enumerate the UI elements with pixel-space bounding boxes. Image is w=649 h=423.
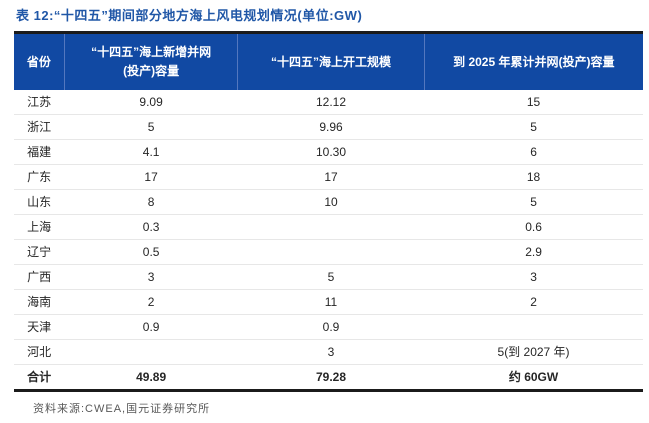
column-header-cumulative-2025: 到 2025 年累计并网(投产)容量 [423, 32, 643, 90]
value-cell: 2 [64, 289, 238, 315]
offshore-wind-table: 省份 “十四五”海上新增并网 (投产)容量 “十四五”海上开工规模 到 2025… [14, 31, 643, 392]
table-row: 河北 3 5(到 2027 年) [14, 339, 643, 365]
value-cell: 10.30 [237, 139, 425, 165]
province-cell: 山东 [14, 189, 65, 215]
value-cell: 3 [64, 264, 238, 290]
value-cell: 18 [424, 164, 643, 190]
table-row: 广东 17 17 18 [14, 164, 643, 190]
table-title: 表 12:“十四五”期间部分地方海上风电规划情况(单位:GW) [16, 8, 363, 23]
value-cell: 5 [424, 189, 643, 215]
table-row: 辽宁 0.5 2.9 [14, 239, 643, 265]
column-header-province: 省份 [14, 32, 65, 90]
value-cell: 5 [424, 114, 643, 140]
value-cell: 0.9 [64, 314, 238, 340]
value-cell: 79.28 [315, 370, 346, 384]
column-header-new-grid-capacity: “十四五”海上新增并网 (投产)容量 [63, 32, 238, 90]
table-row: 上海 0.3 0.6 [14, 214, 643, 240]
value-cell: 8 [64, 189, 238, 215]
value-cell: 0.6 [424, 214, 643, 240]
total-row: 合计 49.89 79.28 约 60GW [14, 365, 643, 391]
province-cell: 天津 [14, 314, 65, 340]
province-cell: 浙江 [14, 114, 65, 140]
value-cell [64, 339, 238, 365]
province-cell: 广东 [14, 164, 65, 190]
value-cell: 5 [64, 114, 238, 140]
column-header-construction-scale: “十四五”海上开工规模 [237, 32, 425, 90]
table-row: 江苏 9.09 12.12 15 [14, 90, 643, 115]
value-cell: 0.9 [237, 314, 425, 340]
value-cell: 6 [424, 139, 643, 165]
table-row: 海南 2 11 2 [14, 289, 643, 315]
value-cell: 9.09 [64, 90, 238, 115]
value-cell: 10 [237, 189, 425, 215]
value-cell: 约 60GW [508, 370, 559, 384]
value-cell: 4.1 [64, 139, 238, 165]
value-cell: 5 [237, 264, 425, 290]
value-cell: 17 [64, 164, 238, 190]
value-cell: 2 [424, 289, 643, 315]
province-cell: 江苏 [14, 90, 65, 115]
value-cell: 49.89 [136, 370, 167, 384]
header-row: 省份 “十四五”海上新增并网 (投产)容量 “十四五”海上开工规模 到 2025… [14, 32, 643, 90]
table-row: 广西 3 5 3 [14, 264, 643, 290]
value-cell: 5(到 2027 年) [424, 339, 643, 365]
value-cell: 11 [237, 289, 425, 315]
province-cell: 合计 [27, 370, 52, 384]
table-row: 浙江 5 9.96 5 [14, 114, 643, 140]
value-cell: 3 [424, 264, 643, 290]
value-cell: 17 [237, 164, 425, 190]
value-cell: 0.5 [64, 239, 238, 265]
table-body: 江苏 9.09 12.12 15 浙江 5 9.96 5 福建 4.1 10.30 6 广东 17 17 18… [14, 90, 643, 391]
province-cell: 福建 [14, 139, 65, 165]
value-cell: 2.9 [424, 239, 643, 265]
value-cell [424, 314, 643, 340]
value-cell: 15 [424, 90, 643, 115]
value-cell [237, 239, 425, 265]
value-cell: 9.96 [237, 114, 425, 140]
table-row: 天津 0.9 0.9 [14, 314, 643, 340]
value-cell [237, 214, 425, 240]
source-note: 资料来源:CWEA,国元证券研究所 [33, 403, 211, 415]
value-cell: 12.12 [237, 90, 425, 115]
province-cell: 上海 [14, 214, 65, 240]
value-cell: 0.3 [64, 214, 238, 240]
table-row: 福建 4.1 10.30 6 [14, 139, 643, 165]
value-cell: 3 [237, 339, 425, 365]
province-cell: 海南 [14, 289, 65, 315]
province-cell: 广西 [14, 264, 65, 290]
province-cell: 辽宁 [14, 239, 65, 265]
province-cell: 河北 [14, 339, 65, 365]
table-row: 山东 8 10 5 [14, 189, 643, 215]
